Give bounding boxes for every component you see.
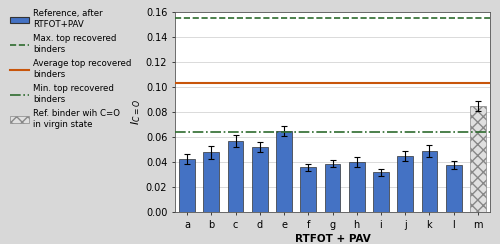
Bar [373, 172, 389, 212]
Bar [398, 156, 413, 212]
Bar [446, 165, 462, 212]
Bar [276, 131, 292, 212]
Legend: Reference, after
RTFOT+PAV, Max. top recovered
binders, Average top recovered
bi: Reference, after RTFOT+PAV, Max. top rec… [8, 7, 134, 131]
Bar [470, 106, 486, 212]
Bar [349, 162, 364, 212]
Bar [204, 152, 219, 212]
Bar [422, 151, 438, 212]
Y-axis label: I$_{C=O}$: I$_{C=O}$ [130, 99, 143, 125]
Bar [324, 163, 340, 212]
Bar [300, 167, 316, 212]
Bar [252, 147, 268, 212]
X-axis label: RTFOT + PAV: RTFOT + PAV [294, 234, 370, 244]
Bar [179, 159, 195, 212]
Bar [228, 141, 244, 212]
